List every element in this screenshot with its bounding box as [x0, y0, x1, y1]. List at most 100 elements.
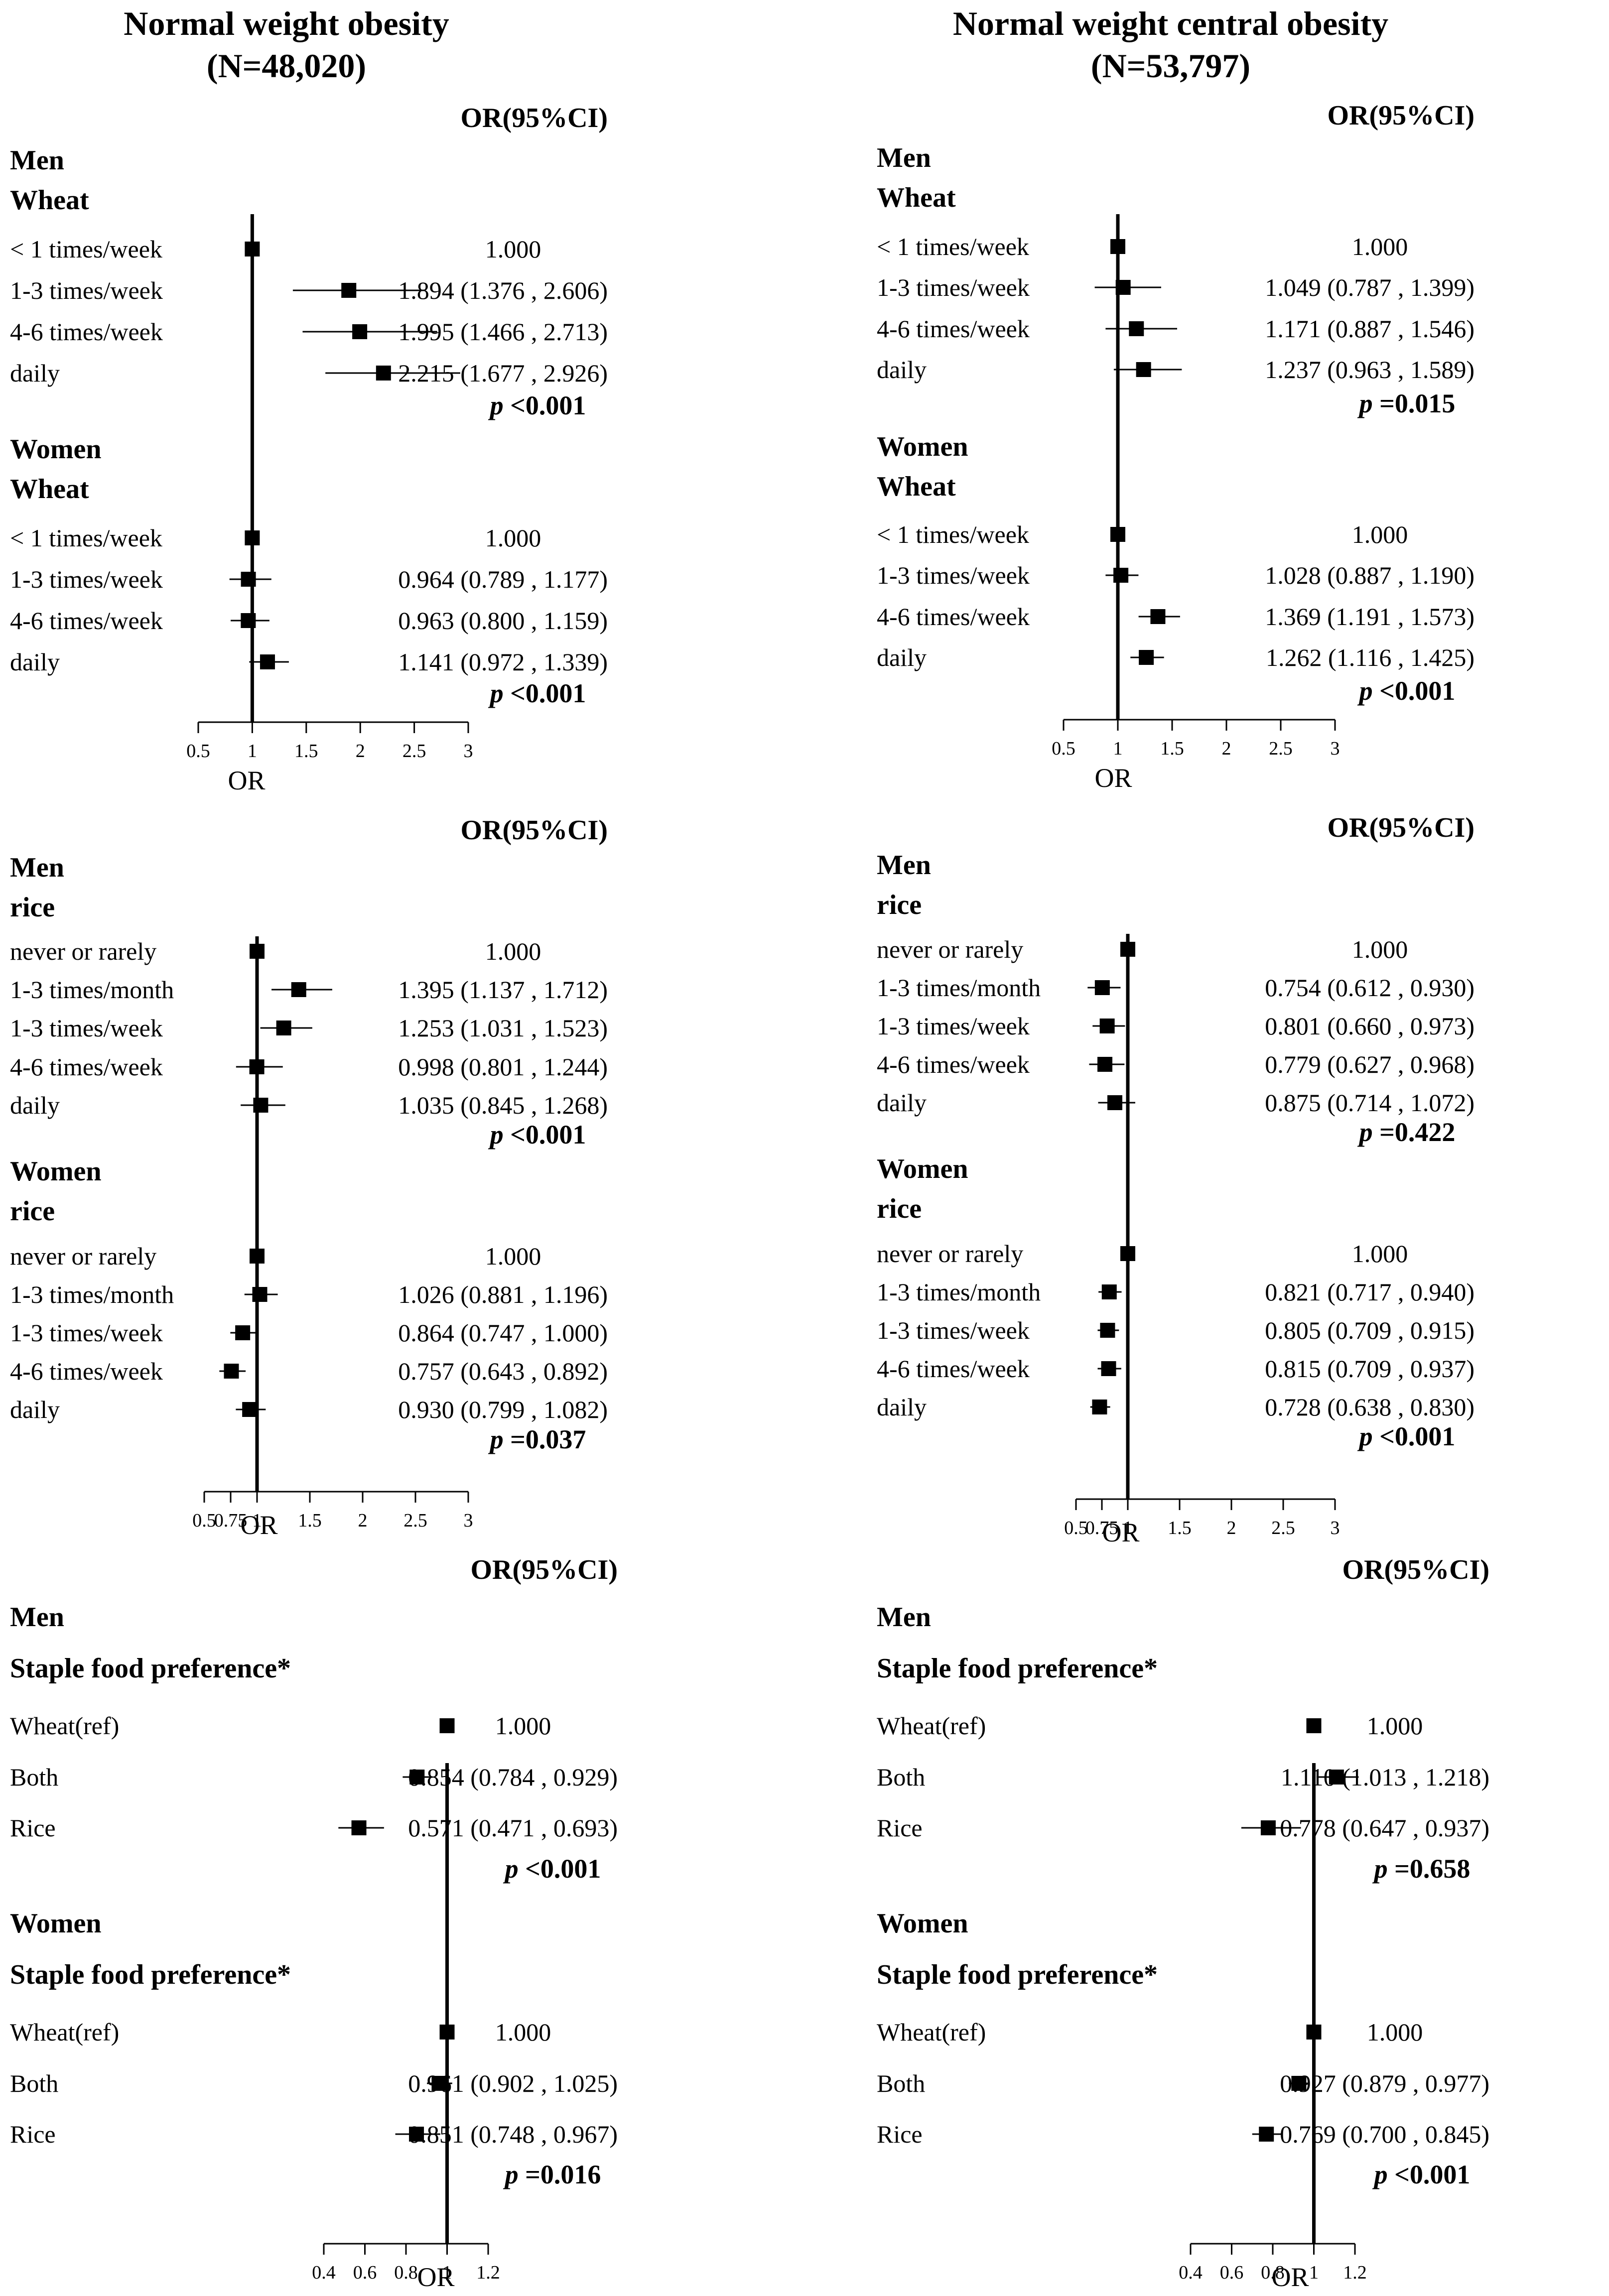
- x-tick-label: 1.5: [294, 741, 318, 762]
- group-food-label: Staple food preference*: [877, 1959, 1158, 1990]
- x-tick-label: 3: [464, 741, 473, 762]
- row-label: 1-3 times/week: [877, 1012, 1030, 1040]
- x-tick-label: 2: [356, 741, 365, 762]
- group-food-label: Staple food preference*: [10, 1959, 291, 1990]
- point-estimate-marker: [1094, 980, 1110, 995]
- or-ci-value: 1.000: [1352, 1240, 1408, 1268]
- x-tick-label: 2.5: [1271, 1518, 1295, 1538]
- point-estimate-marker: [224, 1364, 239, 1379]
- right-column-n: (N=53,797): [1091, 47, 1250, 85]
- point-estimate-marker: [245, 242, 260, 256]
- or-ci-value: 1.894 (1.376 , 2.606): [398, 276, 608, 304]
- row-label: 1-3 times/month: [877, 1278, 1041, 1306]
- or-ci-value: 1.000: [495, 1712, 551, 1740]
- or-ci-header: OR(95%CI): [460, 103, 608, 133]
- x-tick-label: 2.5: [402, 741, 426, 762]
- row-label: daily: [10, 1091, 60, 1119]
- group-food-label: Wheat: [877, 182, 956, 213]
- group-food-label: rice: [877, 890, 922, 920]
- or-ci-value: 1.110 (1.013 , 1.218): [1281, 1763, 1489, 1791]
- point-estimate-marker: [409, 2127, 424, 2142]
- point-estimate-marker: [1306, 1718, 1322, 1733]
- point-estimate-marker: [341, 283, 357, 298]
- or-ci-value: 1.000: [1352, 520, 1408, 548]
- row-label: 1-3 times/week: [877, 1316, 1030, 1344]
- x-tick-label: 1.5: [1168, 1518, 1192, 1538]
- point-estimate-marker: [439, 1718, 455, 1733]
- p-value: p =0.037: [488, 1424, 586, 1454]
- point-estimate-marker: [1115, 280, 1131, 295]
- group-sex-label: Women: [877, 1153, 968, 1184]
- or-ci-value: 0.963 (0.800 , 1.159): [398, 607, 608, 635]
- or-ci-value: 1.000: [485, 524, 541, 552]
- x-tick-label: 0.5: [192, 1510, 216, 1531]
- group-sex-label: Women: [877, 431, 968, 462]
- x-tick-label: 0.8: [394, 2262, 418, 2283]
- point-estimate-marker: [439, 2025, 455, 2040]
- point-estimate-marker: [1329, 1770, 1344, 1785]
- or-ci-value: 2.215 (1.677 , 2.926): [398, 359, 608, 387]
- row-label: daily: [877, 1393, 927, 1421]
- or-ci-value: 0.851 (0.748 , 0.967): [408, 2120, 618, 2148]
- row-label: never or rarely: [877, 1240, 1023, 1268]
- x-tick-label: 0.75: [1085, 1518, 1119, 1538]
- row-label: Wheat(ref): [877, 2018, 986, 2046]
- x-axis-label: OR: [1094, 763, 1132, 793]
- x-axis-label: OR: [228, 765, 265, 795]
- row-label: Rice: [877, 1814, 923, 1842]
- x-tick-label: 0.4: [312, 2262, 336, 2283]
- row-label: < 1 times/week: [10, 235, 162, 263]
- point-estimate-marker: [1110, 239, 1125, 254]
- p-value: p <0.001: [488, 1120, 586, 1149]
- right-column-title: Normal weight central obesity: [953, 4, 1388, 42]
- row-label: 1-3 times/week: [10, 1319, 163, 1347]
- group-sex-label: Women: [10, 434, 102, 465]
- or-ci-value: 1.000: [1367, 2018, 1423, 2046]
- or-ci-value: 0.728 (0.638 , 0.830): [1265, 1393, 1475, 1421]
- p-value: p <0.001: [1357, 676, 1456, 706]
- group-sex-label: Men: [877, 850, 931, 881]
- x-tick-label: 1: [248, 741, 257, 762]
- row-label: 4-6 times/week: [10, 607, 163, 635]
- x-tick-label: 0.4: [1179, 2262, 1203, 2283]
- forest-panels: OR(95%CI) Men Wheat < 1 times/week 1.000 1-3 …: [10, 100, 1489, 2292]
- row-label: Both: [10, 2069, 58, 2097]
- x-tick-label: 2: [358, 1510, 368, 1531]
- point-estimate-marker: [1120, 942, 1135, 957]
- group-sex-label: Women: [10, 1908, 102, 1939]
- point-estimate-marker: [409, 1770, 425, 1785]
- or-ci-value: 1.395 (1.137 , 1.712): [398, 976, 608, 1004]
- or-ci-value: 0.779 (0.627 , 0.968): [1265, 1050, 1475, 1078]
- x-tick-label: 1.2: [1343, 2262, 1367, 2283]
- point-estimate-marker: [1259, 2127, 1274, 2142]
- x-tick-label: 0.5: [1052, 738, 1075, 759]
- or-ci-value: 0.801 (0.660 , 0.973): [1265, 1012, 1475, 1040]
- or-ci-value: 0.815 (0.709 , 0.937): [1265, 1355, 1475, 1383]
- group-food-label: Wheat: [10, 185, 89, 216]
- point-estimate-marker: [241, 613, 256, 628]
- row-label: 4-6 times/week: [877, 603, 1030, 631]
- or-ci-value: 1.253 (1.031 , 1.523): [398, 1014, 608, 1042]
- group-sex-label: Women: [877, 1908, 968, 1939]
- point-estimate-marker: [260, 654, 275, 669]
- row-label: Rice: [877, 2120, 923, 2148]
- row-label: daily: [10, 648, 60, 676]
- group-sex-label: Men: [877, 1602, 931, 1633]
- x-tick-label: 0.6: [353, 2262, 377, 2283]
- point-estimate-marker: [1113, 568, 1129, 583]
- group-sex-label: Men: [10, 1602, 64, 1633]
- p-value: p =0.658: [1372, 1854, 1471, 1884]
- p-value: p <0.001: [1372, 2160, 1471, 2189]
- point-estimate-marker: [1097, 1057, 1113, 1072]
- p-value: p =0.422: [1357, 1117, 1456, 1147]
- point-estimate-marker: [1100, 1323, 1115, 1338]
- or-ci-header: OR(95%CI): [460, 815, 608, 846]
- row-label: 1-3 times/month: [10, 976, 174, 1004]
- or-ci-header: OR(95%CI): [470, 1554, 618, 1585]
- or-ci-value: 1.141 (0.972 , 1.339): [398, 648, 608, 676]
- point-estimate-marker: [249, 1059, 265, 1074]
- or-ci-value: 0.778 (0.647 , 0.937): [1280, 1814, 1489, 1842]
- or-ci-value: 1.000: [1352, 935, 1408, 963]
- or-ci-value: 0.964 (0.789 , 1.177): [398, 565, 608, 593]
- group-food-label: rice: [877, 1193, 922, 1224]
